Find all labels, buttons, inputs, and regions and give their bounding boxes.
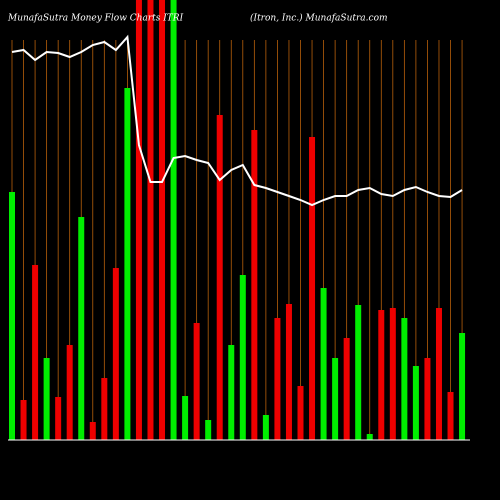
bar [170, 0, 177, 440]
bar [101, 378, 108, 440]
bar [401, 318, 408, 440]
bar [389, 308, 396, 440]
bar [355, 305, 362, 440]
bar [332, 358, 339, 440]
chart-title: MunafaSutra Money Flow Charts ITRI [7, 14, 184, 24]
bar [320, 288, 327, 440]
bar [424, 358, 431, 440]
bar [112, 268, 119, 440]
bar [205, 420, 212, 440]
bar [239, 275, 246, 440]
bar [274, 318, 281, 440]
bar [297, 386, 304, 440]
bar [378, 310, 385, 440]
bar [159, 0, 166, 440]
bar [228, 345, 235, 440]
bar [435, 308, 442, 440]
chart-subtitle: (Itron, Inc.) MunafaSutra.com [250, 13, 388, 24]
bar [412, 366, 419, 440]
bar [447, 392, 454, 440]
bar [124, 88, 131, 440]
bar [89, 422, 96, 440]
bar [251, 130, 258, 440]
bar [135, 0, 142, 440]
bar [66, 345, 73, 440]
bar [193, 323, 200, 440]
bar [366, 434, 373, 440]
bar [9, 192, 15, 440]
bar [309, 137, 316, 440]
bar [78, 217, 85, 440]
marks [9, 0, 466, 440]
bar [216, 115, 223, 440]
bar [262, 415, 269, 440]
bar [182, 396, 189, 440]
bar [55, 397, 62, 440]
money-flow-line [11, 34, 463, 207]
bar [147, 0, 154, 440]
bar [285, 304, 292, 440]
bar [20, 400, 27, 440]
bar [343, 338, 350, 440]
bar [43, 358, 50, 440]
bar [459, 333, 466, 440]
bar [32, 265, 39, 440]
